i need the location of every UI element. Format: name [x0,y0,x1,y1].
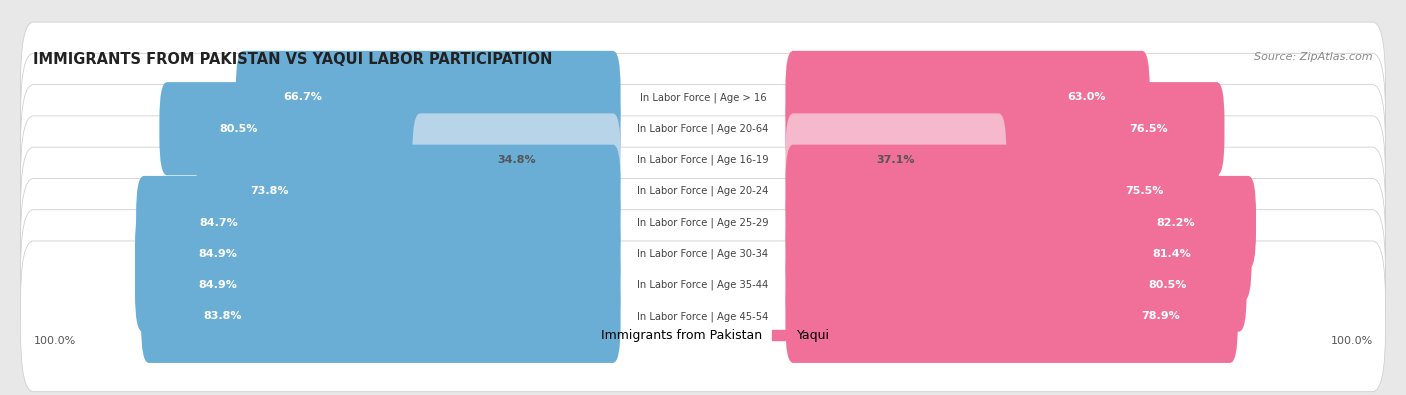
FancyBboxPatch shape [21,241,1385,392]
Text: 66.7%: 66.7% [283,92,322,102]
Text: IMMIGRANTS FROM PAKISTAN VS YAQUI LABOR PARTICIPATION: IMMIGRANTS FROM PAKISTAN VS YAQUI LABOR … [34,52,553,67]
Text: 76.5%: 76.5% [1129,124,1168,134]
FancyBboxPatch shape [236,51,620,144]
Text: 82.2%: 82.2% [1156,218,1195,228]
Text: 84.9%: 84.9% [198,280,238,290]
Text: 80.5%: 80.5% [219,124,257,134]
FancyBboxPatch shape [786,270,1237,363]
Text: 73.8%: 73.8% [250,186,288,196]
FancyBboxPatch shape [786,51,1150,144]
FancyBboxPatch shape [21,116,1385,267]
Text: 80.5%: 80.5% [1149,280,1187,290]
FancyBboxPatch shape [21,85,1385,235]
FancyBboxPatch shape [21,147,1385,298]
FancyBboxPatch shape [786,239,1247,332]
Text: In Labor Force | Age 20-24: In Labor Force | Age 20-24 [637,186,769,196]
Text: 84.7%: 84.7% [200,218,238,228]
FancyBboxPatch shape [21,53,1385,204]
Text: 63.0%: 63.0% [1067,92,1105,102]
Text: 83.8%: 83.8% [204,311,242,321]
Text: In Labor Force | Age 45-54: In Labor Force | Age 45-54 [637,311,769,322]
FancyBboxPatch shape [141,270,620,363]
Text: In Labor Force | Age 20-64: In Labor Force | Age 20-64 [637,124,769,134]
Text: 34.8%: 34.8% [498,155,536,165]
Text: 78.9%: 78.9% [1140,311,1180,321]
FancyBboxPatch shape [21,179,1385,329]
FancyBboxPatch shape [21,210,1385,360]
FancyBboxPatch shape [786,82,1225,175]
Text: In Labor Force | Age > 16: In Labor Force | Age > 16 [640,92,766,103]
Text: 81.4%: 81.4% [1153,249,1191,259]
FancyBboxPatch shape [135,207,620,300]
Text: Source: ZipAtlas.com: Source: ZipAtlas.com [1254,52,1372,62]
FancyBboxPatch shape [135,239,620,332]
FancyBboxPatch shape [21,22,1385,173]
Text: In Labor Force | Age 16-19: In Labor Force | Age 16-19 [637,155,769,165]
FancyBboxPatch shape [197,145,620,238]
Text: 37.1%: 37.1% [876,155,915,165]
FancyBboxPatch shape [786,145,1219,238]
FancyBboxPatch shape [786,176,1256,269]
Legend: Immigrants from Pakistan, Yaqui: Immigrants from Pakistan, Yaqui [571,324,835,347]
FancyBboxPatch shape [412,113,620,207]
Text: In Labor Force | Age 25-29: In Labor Force | Age 25-29 [637,217,769,228]
Text: In Labor Force | Age 30-34: In Labor Force | Age 30-34 [637,248,769,259]
FancyBboxPatch shape [159,82,620,175]
Text: 84.9%: 84.9% [198,249,238,259]
Text: 75.5%: 75.5% [1125,186,1164,196]
FancyBboxPatch shape [786,207,1251,300]
FancyBboxPatch shape [136,176,620,269]
FancyBboxPatch shape [786,113,1007,207]
Text: In Labor Force | Age 35-44: In Labor Force | Age 35-44 [637,280,769,290]
Text: 100.0%: 100.0% [1330,336,1372,346]
Text: 100.0%: 100.0% [34,336,76,346]
